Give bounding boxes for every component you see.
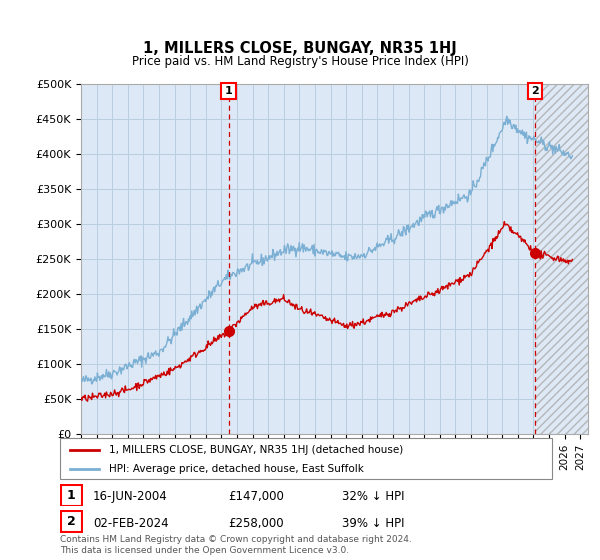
- Bar: [535, 84, 588, 434]
- Text: 2: 2: [531, 86, 539, 96]
- Text: 02-FEB-2024: 02-FEB-2024: [93, 517, 169, 530]
- Text: 32% ↓ HPI: 32% ↓ HPI: [342, 491, 404, 503]
- Text: 1, MILLERS CLOSE, BUNGAY, NR35 1HJ: 1, MILLERS CLOSE, BUNGAY, NR35 1HJ: [143, 41, 457, 56]
- Text: £258,000: £258,000: [228, 517, 284, 530]
- FancyBboxPatch shape: [61, 511, 82, 532]
- Text: HPI: Average price, detached house, East Suffolk: HPI: Average price, detached house, East…: [109, 464, 364, 474]
- Text: 1, MILLERS CLOSE, BUNGAY, NR35 1HJ (detached house): 1, MILLERS CLOSE, BUNGAY, NR35 1HJ (deta…: [109, 445, 403, 455]
- Text: 2: 2: [67, 515, 76, 528]
- Text: Contains HM Land Registry data © Crown copyright and database right 2024.
This d: Contains HM Land Registry data © Crown c…: [60, 535, 412, 555]
- FancyBboxPatch shape: [61, 485, 82, 506]
- Text: 1: 1: [225, 86, 232, 96]
- Text: 16-JUN-2004: 16-JUN-2004: [93, 491, 168, 503]
- Text: 39% ↓ HPI: 39% ↓ HPI: [342, 517, 404, 530]
- FancyBboxPatch shape: [60, 438, 552, 479]
- Bar: [535, 84, 588, 434]
- Text: Price paid vs. HM Land Registry's House Price Index (HPI): Price paid vs. HM Land Registry's House …: [131, 55, 469, 68]
- Text: 1: 1: [67, 489, 76, 502]
- Text: £147,000: £147,000: [228, 491, 284, 503]
